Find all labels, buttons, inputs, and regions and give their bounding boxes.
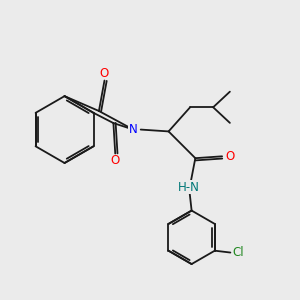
- Text: H-N: H-N: [178, 181, 200, 194]
- Text: O: O: [111, 154, 120, 167]
- Text: O: O: [100, 67, 109, 80]
- Text: N: N: [129, 123, 138, 136]
- Text: Cl: Cl: [233, 246, 244, 259]
- Text: O: O: [225, 150, 234, 163]
